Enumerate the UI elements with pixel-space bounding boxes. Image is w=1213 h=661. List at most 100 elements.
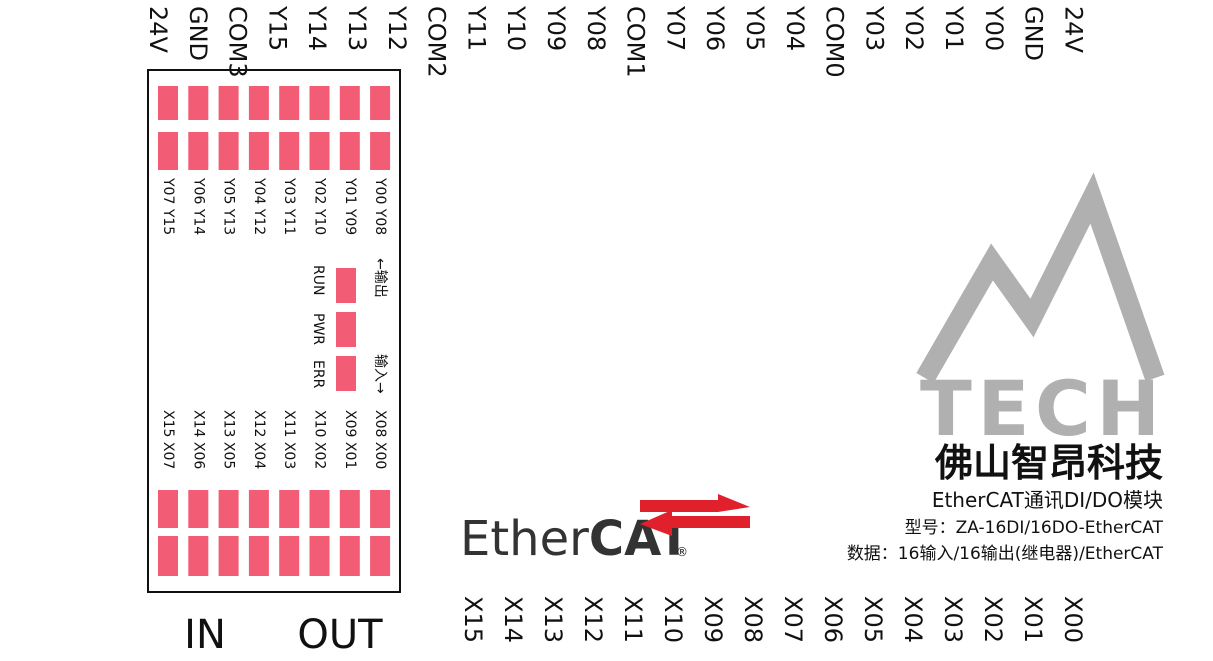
- status-led: [336, 356, 356, 391]
- module-box: [147, 69, 401, 593]
- input-label: X15 X07: [160, 410, 176, 469]
- terminal-label: X04: [899, 596, 927, 643]
- terminal-label: X07: [779, 596, 807, 643]
- terminal-label: Y08: [582, 5, 610, 51]
- output-label: Y01 Y09: [342, 177, 358, 235]
- terminal-label: Y00: [980, 5, 1008, 51]
- led: [158, 132, 178, 170]
- ethercat-reg: ®: [676, 545, 688, 559]
- terminal-label: Y06: [701, 5, 729, 51]
- terminal-label: X10: [659, 596, 687, 643]
- led: [370, 86, 391, 120]
- terminal-label: Y09: [542, 5, 570, 51]
- ethercat-ether: Ether: [460, 511, 589, 567]
- led: [339, 86, 360, 120]
- terminal-label: Y04: [781, 5, 809, 51]
- output-label: Y04 Y12: [251, 177, 267, 235]
- terminal-label: COM1: [622, 6, 650, 78]
- terminal-label: Y11: [462, 5, 490, 51]
- led: [309, 490, 330, 528]
- terminal-label: Y15: [263, 5, 291, 51]
- terminal-label: X08: [739, 596, 767, 643]
- in-label: IN: [184, 612, 226, 658]
- led: [218, 86, 239, 120]
- led: [248, 536, 269, 576]
- terminal-label: Y07: [661, 5, 689, 51]
- status-led: [336, 312, 356, 347]
- led: [248, 86, 269, 120]
- input-label: X12 X04: [251, 410, 267, 469]
- terminal-label: X01: [1019, 596, 1047, 643]
- terminal-label: X13: [539, 596, 567, 643]
- output-label: Y00 Y08: [372, 177, 388, 235]
- terminal-label: Y05: [741, 5, 769, 51]
- terminal-label: X14: [499, 596, 527, 643]
- terminal-label: GND: [184, 6, 212, 61]
- output-label: Y07 Y15: [160, 177, 176, 235]
- terminal-label: Y02: [900, 5, 928, 51]
- input-label: X10 X02: [312, 410, 328, 469]
- brand-mountain: [916, 172, 1165, 384]
- led: [370, 490, 391, 528]
- ethercat-arrow: [640, 494, 750, 512]
- terminal-label: X15: [459, 596, 487, 643]
- terminal-label: COM3: [224, 6, 252, 78]
- terminal-label: Y14: [303, 5, 331, 51]
- terminal-label: 24V: [144, 6, 172, 54]
- brand-tech: TECH: [920, 364, 1160, 453]
- output-label: Y06 Y14: [190, 177, 206, 235]
- brand-company: 佛山智昂科技: [934, 441, 1163, 485]
- terminal-label: 24V: [1059, 6, 1087, 54]
- status-led: [336, 268, 356, 303]
- led: [188, 86, 209, 120]
- terminal-label: Y12: [383, 5, 411, 51]
- terminal-label: X09: [699, 596, 727, 643]
- led: [370, 132, 391, 170]
- input-label: X11 X03: [281, 410, 297, 469]
- out-label: OUT: [297, 612, 383, 658]
- led: [309, 86, 330, 120]
- terminal-label: COM0: [821, 6, 849, 78]
- output-label: Y03 Y11: [281, 177, 297, 235]
- status-label: PWR: [310, 313, 326, 345]
- terminal-label: Y13: [343, 5, 371, 51]
- led: [279, 132, 300, 170]
- terminal-label: X05: [859, 596, 887, 643]
- led: [339, 536, 360, 576]
- input-label: X09 X01: [342, 410, 358, 469]
- led: [188, 536, 209, 576]
- terminal-label: GND: [1020, 6, 1048, 61]
- terminal-label: COM2: [423, 6, 451, 78]
- led: [188, 490, 209, 528]
- terminal-label: Y10: [502, 5, 530, 51]
- terminal-label: X12: [579, 596, 607, 643]
- status-label: RUN: [310, 265, 326, 295]
- output-arrow-label: ←输出: [372, 258, 388, 298]
- output-label: Y02 Y10: [312, 177, 328, 235]
- terminal-label: X02: [979, 596, 1007, 643]
- led: [279, 536, 300, 576]
- input-label: X13 X05: [221, 410, 237, 469]
- ethercat-arrow: [640, 510, 750, 536]
- terminal-label: X11: [619, 596, 647, 643]
- led: [309, 536, 330, 576]
- input-arrow-label: 输入→: [372, 354, 388, 394]
- brand-model: 型号：ZA-16DI/16DO-EtherCAT: [905, 518, 1164, 538]
- output-label: Y05 Y13: [221, 177, 237, 235]
- led: [158, 490, 178, 528]
- led: [188, 132, 209, 170]
- brand-spec: 数据：16输入/16输出(继电器)/EtherCAT: [847, 544, 1164, 564]
- led: [218, 132, 239, 170]
- terminal-label: X03: [939, 596, 967, 643]
- led: [248, 490, 269, 528]
- led: [158, 536, 178, 576]
- terminal-label: Y03: [860, 5, 888, 51]
- brand-product: EtherCAT通讯DI/DO模块: [932, 488, 1163, 512]
- terminal-label: X06: [819, 596, 847, 643]
- input-label: X08 X00: [372, 410, 388, 469]
- led: [370, 536, 391, 576]
- led: [339, 132, 360, 170]
- terminal-label: Y01: [940, 5, 968, 51]
- led: [339, 490, 360, 528]
